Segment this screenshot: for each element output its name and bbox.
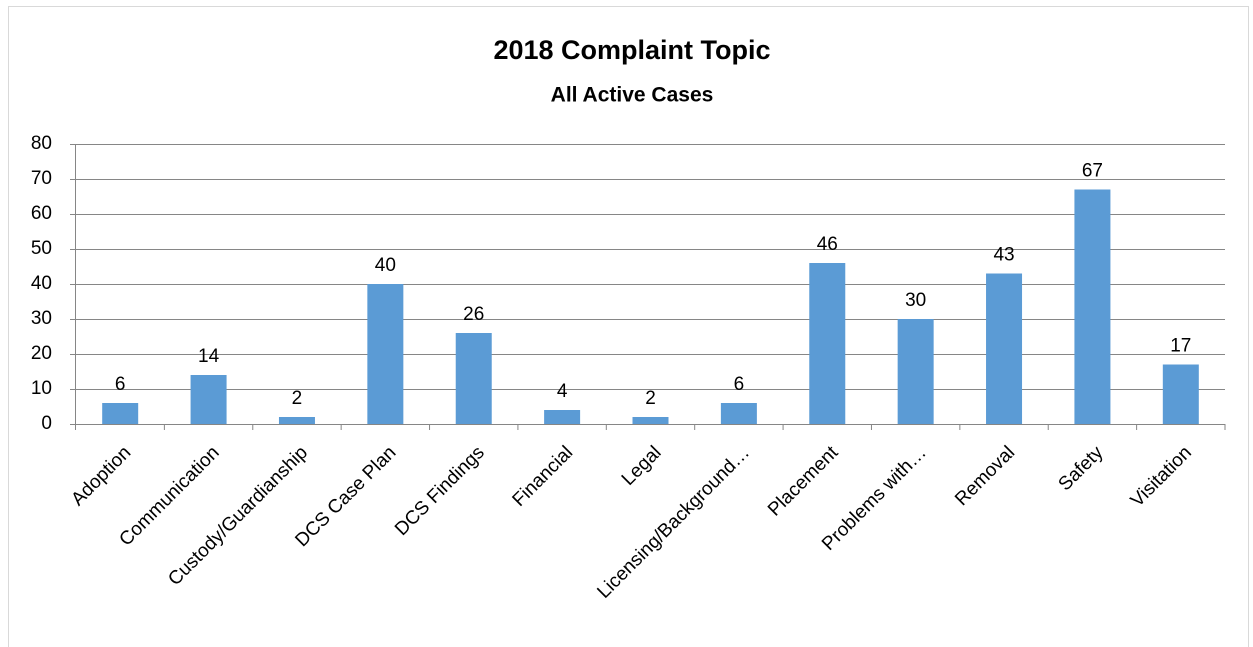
bar (632, 417, 669, 424)
data-label: 46 (817, 234, 838, 255)
y-tick-label: 0 (41, 413, 52, 434)
bar (367, 284, 404, 424)
bar (720, 403, 757, 424)
y-tick-label: 10 (31, 378, 52, 399)
bar (455, 333, 492, 424)
data-label: 30 (905, 290, 926, 311)
bar (809, 263, 846, 424)
chart-title: 2018 Complaint Topic (493, 35, 770, 65)
y-tick-label: 60 (31, 203, 52, 224)
data-label: 67 (1082, 161, 1103, 182)
bar (544, 410, 581, 424)
bar (102, 403, 139, 424)
y-tick-label: 80 (31, 133, 52, 154)
data-label: 14 (198, 346, 220, 367)
data-label: 17 (1170, 336, 1191, 357)
bar (1074, 189, 1111, 424)
chart-border (8, 6, 1249, 647)
bar (190, 375, 227, 424)
y-tick-label: 30 (31, 308, 52, 329)
data-label: 43 (993, 245, 1014, 266)
data-label: 40 (375, 255, 396, 276)
y-tick-label: 70 (31, 168, 52, 189)
y-tick-label: 50 (31, 238, 52, 259)
data-label: 26 (463, 304, 484, 325)
chart-subtitle: All Active Cases (551, 84, 714, 107)
data-label: 6 (115, 374, 126, 395)
data-label: 2 (292, 388, 303, 409)
bar (278, 417, 315, 424)
y-tick-label: 40 (31, 273, 52, 294)
bar (1162, 364, 1199, 424)
bar (897, 319, 934, 424)
y-tick-label: 20 (31, 343, 52, 364)
bar (986, 273, 1023, 424)
data-label: 6 (734, 374, 745, 395)
data-label: 2 (645, 388, 656, 409)
data-label: 4 (557, 381, 568, 402)
